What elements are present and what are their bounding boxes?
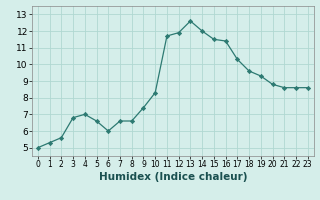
X-axis label: Humidex (Indice chaleur): Humidex (Indice chaleur) [99, 172, 247, 182]
